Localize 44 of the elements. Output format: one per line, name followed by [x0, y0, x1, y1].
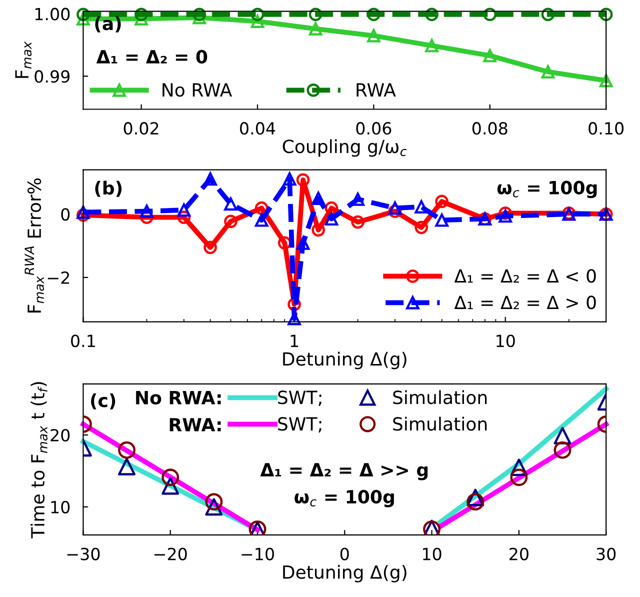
x-tick-label: 0.1 — [71, 334, 95, 348]
annotation: Δ₁ = Δ₂ = Δ >> g — [260, 463, 428, 480]
x-tick-label: −30 — [67, 548, 100, 560]
x-tick-label: 0.04 — [240, 122, 276, 135]
legend-label: Δ₁ = Δ₂ = Δ < 0 — [454, 269, 596, 283]
annotation: No RWA: — [136, 391, 221, 404]
annotation: (c) — [91, 393, 116, 410]
annotation: RWA: — [170, 418, 221, 432]
legend-label: RWA — [356, 83, 396, 96]
y-axis-title: F$_{max}$ — [15, 41, 32, 78]
annotation: (a) — [95, 16, 121, 32]
x-tick-label: −10 — [242, 548, 274, 560]
annotation: ω$_{c}$ = 100g — [294, 490, 394, 508]
y-axis-title: Time to F$_{max}$ t (t$_{f}$) — [30, 382, 48, 538]
legend-label: No RWA — [162, 83, 232, 97]
y-axis-title: F$_{max}$$^{RWA}$ Error% — [24, 178, 44, 312]
x-tick-label: 0 — [340, 548, 349, 560]
annotation: (b) — [95, 180, 122, 197]
x-axis-title: Detuning Δ(g) — [283, 352, 406, 370]
legend-label: Simulation — [393, 416, 487, 431]
x-tick-label: 10 — [423, 548, 442, 560]
y-tick-label: 0.99 — [34, 70, 70, 83]
y-tick-label: 10 — [51, 500, 70, 514]
y-tick-label: −2 — [48, 271, 70, 284]
x-tick-label: 0.10 — [588, 122, 624, 135]
y-tick-label: 20 — [50, 428, 70, 442]
legend-label: SWT; — [278, 417, 322, 433]
x-axis-title: Detuning Δ(g) — [283, 564, 406, 582]
legend-label: Simulation — [393, 390, 487, 404]
x-tick-label: 1 — [290, 334, 298, 347]
y-tick-label: 1.00 — [35, 8, 70, 20]
x-tick-label: 0.06 — [356, 122, 392, 135]
y-tick-label: 0 — [61, 208, 70, 221]
x-tick-label: −20 — [154, 548, 187, 560]
x-axis-title: Coupling g/ω$_{c}$ — [282, 139, 407, 157]
x-tick-label: 10 — [496, 334, 515, 348]
x-tick-label: 30 — [596, 548, 616, 560]
annotation: Δ₁ = Δ₂ = 0 — [96, 50, 208, 64]
x-tick-label: 0.02 — [124, 122, 158, 135]
legend-label: SWT; — [278, 390, 322, 406]
x-tick-label: 0.08 — [472, 122, 508, 135]
legend-label: Δ₁ = Δ₂ = Δ > 0 — [454, 296, 596, 310]
x-tick-label: 20 — [510, 548, 528, 560]
annotation: ω$_{c}$ = 100g — [497, 180, 597, 198]
